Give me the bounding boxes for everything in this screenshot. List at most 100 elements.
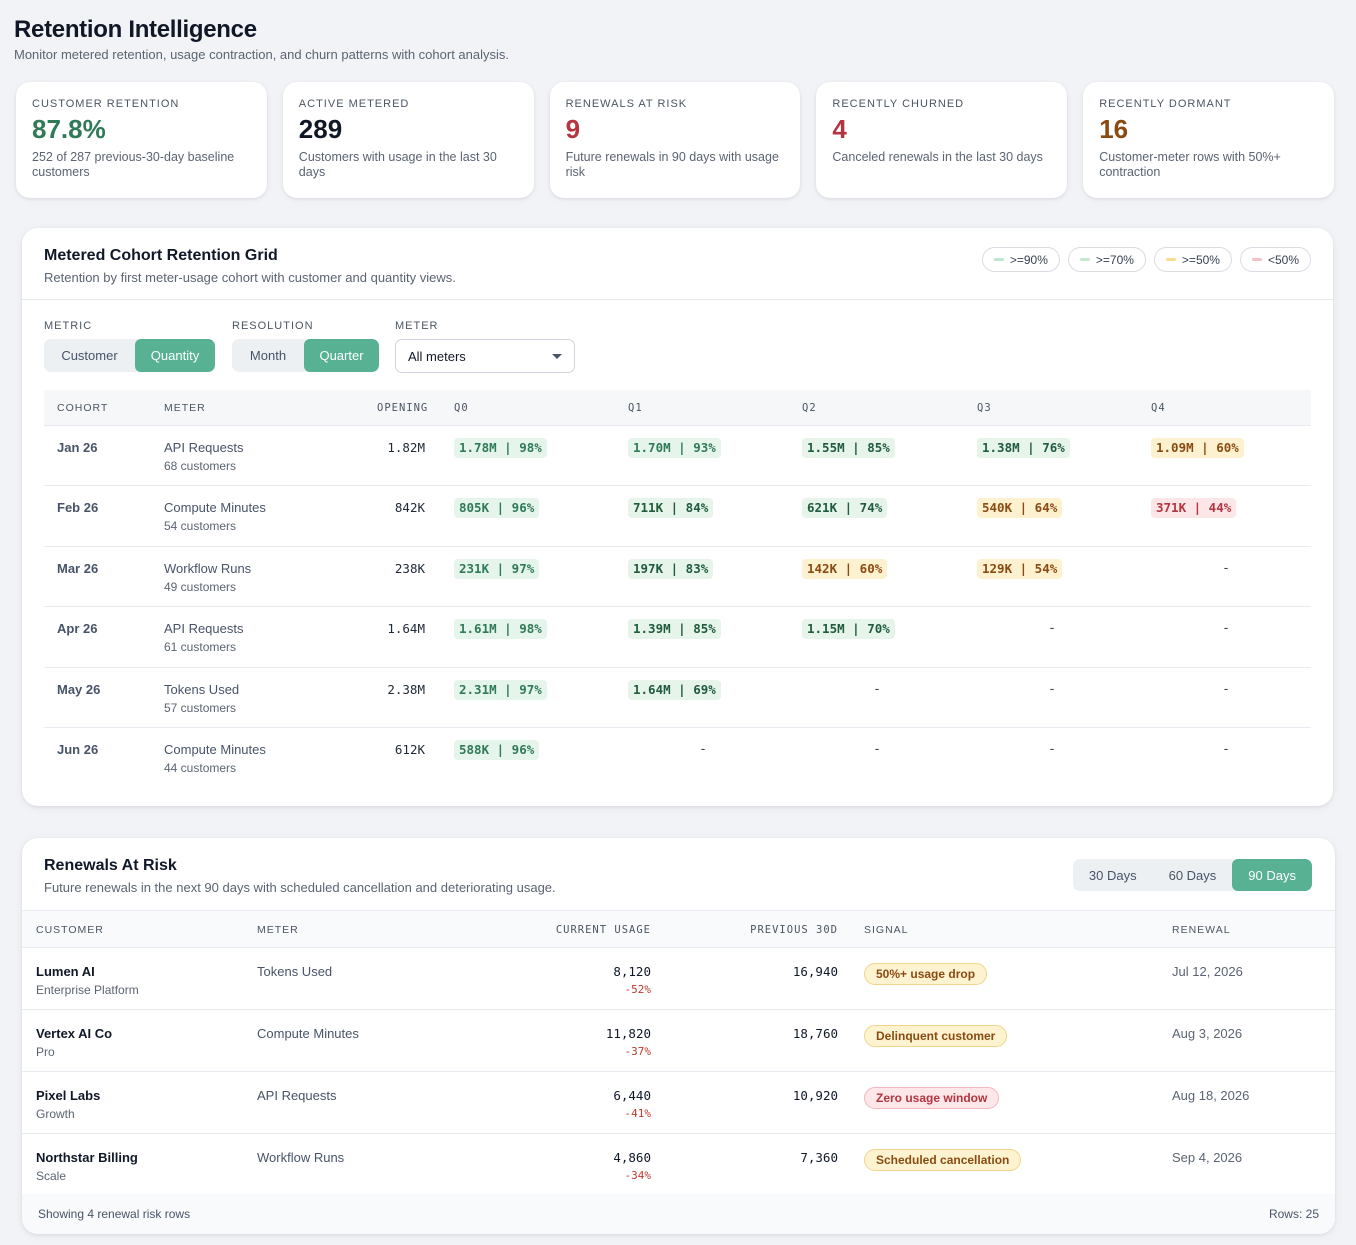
customer-name: Lumen AI [36, 964, 95, 979]
retention-cell: 588K | 96% [454, 739, 540, 760]
col-header-previous-30d: PREVIOUS 30D [750, 924, 838, 936]
kpi-label: CUSTOMER RETENTION [32, 98, 180, 110]
panel-title: Renewals At Risk [44, 857, 177, 874]
table-row[interactable]: Vertex AI Co Pro Compute Minutes 11,820 -37%… [22, 1010, 1335, 1072]
cohort-row: May 26 Tokens Used 57 customers 2.38M 2.31M … [44, 666, 1311, 727]
kpi-label: RECENTLY CHURNED [832, 98, 965, 110]
cohort-label: Jan 26 [57, 440, 98, 455]
retention-cell: 197K | 83% [628, 558, 714, 579]
range-30-days-button[interactable]: 30 Days [1088, 867, 1137, 883]
usage-change: -37% [624, 1045, 652, 1058]
kpi-card-renewals-at-risk: RENEWALS AT RISK 9 Future renewals in 90… [549, 82, 801, 198]
cohort-customers: 49 customers [164, 579, 237, 594]
metric-label: METRIC [44, 320, 93, 332]
legend-chip: >=90% [981, 247, 1060, 272]
range-90-days-button[interactable]: 90 Days [1232, 859, 1312, 891]
current-usage: 8,120 [613, 964, 651, 979]
legend-chip: >=50% [1153, 247, 1232, 272]
range-toggle: 30 Days 60 Days 90 Days [1072, 859, 1312, 891]
usage-change: -52% [624, 983, 652, 996]
retention-cell: 1.61M | 98% [454, 619, 547, 640]
grid-body: Jan 26 API Requests 68 customers 1.82M 1.78M… [44, 425, 1311, 787]
kpi-desc: Future renewals in 90 days with usage ri… [565, 150, 779, 179]
metric-quantity-button[interactable]: Quantity [135, 339, 215, 372]
resolution-month-button[interactable]: Month [249, 348, 287, 363]
kpi-card-recently-dormant: RECENTLY DORMANT 16 Customer-meter rows … [1083, 82, 1334, 198]
panel-subtitle: Future renewals in the next 90 days with… [44, 880, 556, 895]
col-header-q2: Q2 [802, 401, 817, 414]
col-header-signal: SIGNAL [864, 924, 909, 936]
customer-plan: Scale [36, 1169, 67, 1183]
col-header-q3: Q3 [977, 401, 992, 414]
col-header-opening: OPENING [377, 401, 429, 414]
empty-cell: - [873, 681, 881, 697]
table-row[interactable]: Lumen AI Enterprise Platform Tokens Used 8,… [22, 948, 1335, 1010]
retention-cell: 1.39M | 85% [628, 619, 721, 640]
table-row[interactable]: Pixel Labs Growth API Requests 6,440 -41% 10,… [22, 1072, 1335, 1134]
legend-chip: <50% [1239, 247, 1311, 272]
rows-count: Rows: 25 [1268, 1207, 1319, 1221]
kpi-value: 4 [832, 114, 847, 144]
table-row[interactable]: Northstar Billing Scale Workflow Runs 4,860… [22, 1134, 1335, 1196]
cohort-meter: API Requests [164, 440, 244, 455]
kpi-value: 16 [1099, 114, 1129, 144]
kpi-label: ACTIVE METERED [298, 98, 410, 110]
panel-subtitle: Retention by first meter-usage cohort wi… [44, 270, 456, 285]
current-usage: 4,860 [613, 1150, 651, 1165]
grid-header: COHORT METER OPENING Q0 Q1 Q2 Q3 Q4 [44, 390, 1311, 425]
retention-cell: 2.31M | 97% [454, 679, 547, 700]
col-header-cohort: COHORT [57, 401, 109, 414]
legend-label: >=50% [1181, 252, 1220, 267]
renewal-date: Jul 12, 2026 [1172, 964, 1243, 979]
resolution-toggle: Month Quarter [232, 339, 379, 372]
kpi-desc: Canceled renewals in the last 30 days [832, 150, 1043, 164]
current-usage: 11,820 [605, 1026, 651, 1041]
legend-swatch [993, 258, 1004, 261]
empty-cell: - [1048, 681, 1056, 697]
cohort-customers: 44 customers [164, 760, 237, 775]
cohort-opening: 2.38M [387, 681, 425, 697]
retention-cell: 1.70M | 93% [628, 438, 721, 458]
col-header-q4: Q4 [1151, 401, 1166, 414]
empty-cell: - [1222, 560, 1230, 576]
legend-label: >=90% [1009, 252, 1048, 267]
signal-badge: 50%+ usage drop [864, 963, 988, 985]
range-60-days-button[interactable]: 60 Days [1168, 867, 1217, 883]
panel-header: Renewals At Risk Future renewals in the … [44, 857, 556, 895]
customer-name: Vertex AI Co [36, 1026, 113, 1041]
retention-cell: 129K | 54% [977, 558, 1063, 579]
resolution-quarter-button[interactable]: Quarter [304, 339, 379, 372]
customer-name: Pixel Labs [36, 1088, 101, 1103]
cohort-opening: 238K [394, 560, 425, 576]
retention-cell: 1.09M | 60% [1151, 438, 1244, 458]
legend-swatch [1251, 258, 1262, 261]
cohort-meter: Compute Minutes [164, 500, 266, 516]
meter-select[interactable]: All meters [395, 339, 575, 373]
customer-plan: Pro [36, 1045, 55, 1059]
cohort-meter: Compute Minutes [164, 741, 266, 757]
retention-cell: 1.64M | 69% [628, 679, 721, 700]
metric-customer-button[interactable]: Customer [61, 348, 118, 363]
cohort-row: Mar 26 Workflow Runs 49 customers 238K 231K … [44, 545, 1311, 606]
renewals-table-header: CUSTOMER METER CURRENT USAGE PREVIOUS 30… [22, 910, 1335, 948]
retention-cell: 1.78M | 98% [454, 438, 547, 458]
kpi-value: 9 [565, 114, 581, 144]
cohort-opening: 612K [394, 741, 425, 757]
cohort-customers: 68 customers [164, 459, 237, 473]
previous-usage: 16,940 [792, 964, 838, 979]
cohort-row: Jan 26 API Requests 68 customers 1.82M 1.78M… [44, 425, 1311, 485]
retention-cell: 1.55M | 85% [802, 438, 895, 458]
renewal-date: Sep 4, 2026 [1172, 1150, 1243, 1165]
kpi-desc: Customer-meter rows with 50%+ contractio… [1099, 150, 1281, 179]
cohort-opening: 1.82M [387, 440, 425, 455]
col-header-renewal: RENEWAL [1172, 924, 1231, 936]
kpi-value: 87.8% [32, 114, 106, 144]
retention-cell: 231K | 97% [454, 558, 540, 579]
legend-swatch [1165, 258, 1176, 261]
cohort-opening: 842K [394, 500, 425, 516]
kpi-desc: Customers with usage in the last 30 days [298, 150, 497, 179]
retention-legend: >=90% >=70% >=50% <50% [981, 247, 1311, 272]
renewal-date: Aug 18, 2026 [1172, 1088, 1250, 1103]
renewals-at-risk-panel: Renewals At Risk Future renewals in the … [22, 838, 1335, 1234]
retention-cell: 371K | 44% [1151, 498, 1237, 519]
